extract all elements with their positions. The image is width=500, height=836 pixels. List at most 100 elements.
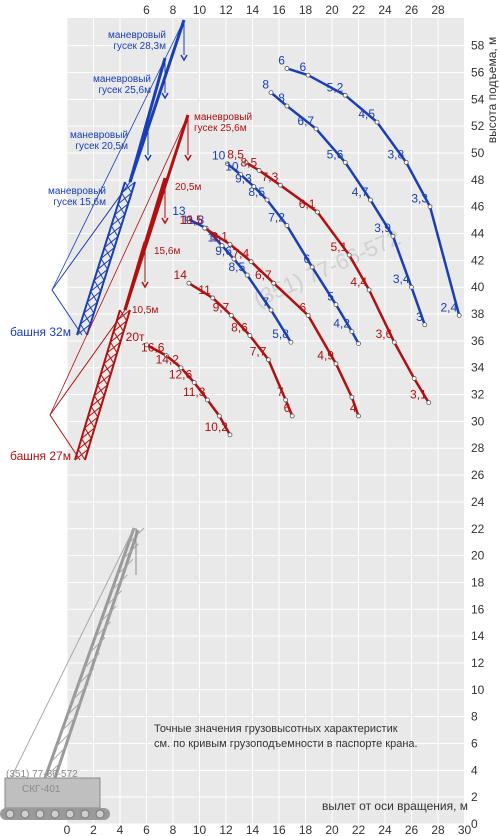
- x-tick-label: 28: [431, 823, 445, 836]
- boom-label-blue-28: маневровый гусек 28,3м: [108, 30, 166, 52]
- y-tick-label: 6: [471, 736, 478, 750]
- load-curves: 6 65,24,53,83,32,4886,75,64,73,93,4310109…: [126, 53, 462, 438]
- data-point: [238, 172, 243, 177]
- data-point: [368, 197, 373, 203]
- point-label: 16,6: [141, 341, 165, 355]
- point-label: 14: [174, 268, 188, 282]
- data-point: [356, 341, 361, 346]
- data-point: [186, 280, 192, 286]
- data-point: [231, 256, 237, 262]
- point-label: 10: [212, 149, 226, 163]
- point-label: 4,5: [358, 107, 375, 121]
- y-tick-label: 34: [471, 361, 485, 375]
- data-point: [284, 103, 290, 109]
- data-point: [277, 182, 283, 188]
- point-label: 6,1: [299, 197, 316, 211]
- crane-figures: [0, 19, 192, 820]
- x-top-tick-label: 18: [299, 3, 313, 17]
- data-point: [366, 287, 372, 293]
- point-label: 8,5: [227, 147, 244, 161]
- data-point: [289, 413, 295, 419]
- y-tick-label: 2: [471, 790, 478, 804]
- y-tick-label: 24: [471, 495, 485, 509]
- x-tick-label: 0: [64, 823, 71, 836]
- point-label: 7,7: [250, 345, 267, 359]
- point-label: 6,7: [255, 268, 272, 282]
- point-label: 9,3: [235, 172, 252, 186]
- data-point: [411, 376, 417, 381]
- point-label: 6: [299, 300, 306, 314]
- data-point: [456, 312, 462, 318]
- point-label: 4,9: [317, 349, 334, 363]
- point-label: 7: [277, 385, 284, 399]
- point-label: 7: [262, 295, 269, 309]
- x-tick-label: 4: [117, 823, 124, 836]
- y-tick-label: 22: [471, 522, 485, 536]
- crane-figure: [49, 114, 192, 461]
- point-label: 5: [327, 290, 334, 304]
- point-label: 8,5: [248, 185, 265, 199]
- data-point: [210, 295, 216, 301]
- point-label: 6: [278, 53, 285, 67]
- data-point: [374, 119, 380, 125]
- data-point: [313, 126, 319, 132]
- y-tick-label: 18: [471, 575, 485, 589]
- point-label: 7,3: [262, 170, 279, 184]
- data-point: [268, 307, 274, 313]
- y-tick-label: 52: [471, 119, 485, 133]
- point-label: 7,2: [268, 210, 285, 224]
- data-point: [403, 159, 409, 165]
- point-label: 9,6: [215, 244, 232, 258]
- x-top-tick-label: 24: [378, 3, 392, 17]
- data-point: [216, 413, 222, 419]
- point-label: 3,8: [388, 147, 405, 161]
- y-tick-label: 8: [471, 710, 478, 724]
- x-top-tick-label: 14: [246, 3, 260, 17]
- data-point: [265, 357, 271, 363]
- y-tick-label: 58: [471, 39, 485, 53]
- point-label: 11,3: [183, 385, 206, 399]
- boom-label-red-20: 20,5м: [175, 182, 201, 193]
- axis-ticks: 0 2 4 6 8 10 12 14 16 18 20 22 24 26 28 306 8 10 12 14 16 18 2…: [64, 3, 485, 836]
- data-point: [333, 302, 339, 308]
- data-point: [247, 333, 253, 338]
- point-label: 14,2: [156, 353, 180, 367]
- point-label: 4,7: [352, 185, 369, 199]
- y-tick-label: 20: [471, 549, 485, 563]
- data-point: [315, 209, 320, 215]
- series: 10,5 9,1 7,4 6,7 6 4,9 4: [179, 213, 361, 419]
- data-point: [284, 66, 290, 71]
- data-point: [227, 432, 233, 438]
- x-tick-label: 6: [143, 823, 150, 836]
- x-tick-label: 12: [219, 823, 233, 836]
- boom-label-blue-20: маневровый гусек 20,5м: [70, 130, 128, 152]
- point-label: 5,1: [331, 240, 348, 254]
- point-label: 6,7: [297, 114, 314, 128]
- data-point: [244, 272, 250, 278]
- data-point: [271, 280, 277, 286]
- point-label: 20т: [126, 330, 145, 344]
- data-point: [349, 394, 355, 400]
- x-tick-label: 16: [272, 823, 286, 836]
- point-label: 5,6: [327, 147, 344, 161]
- data-point: [391, 339, 397, 345]
- point-label: 3,3: [411, 192, 428, 206]
- data-point: [264, 197, 270, 203]
- point-label: 4: [350, 401, 357, 415]
- y-tick-label: 38: [471, 307, 485, 321]
- data-point: [202, 225, 208, 231]
- data-point: [163, 353, 169, 359]
- data-point: [349, 329, 355, 334]
- y-tick-label: 10: [471, 683, 485, 697]
- point-label: 11: [208, 231, 221, 245]
- series-line: [270, 91, 426, 326]
- data-point: [243, 159, 249, 165]
- data-point: [342, 159, 348, 165]
- y-tick-label: 42: [471, 253, 485, 267]
- data-point: [283, 397, 289, 403]
- point-label: 9,7: [213, 300, 230, 314]
- y-tick-label: 12: [471, 656, 485, 670]
- x-tick-label: 20: [325, 823, 339, 836]
